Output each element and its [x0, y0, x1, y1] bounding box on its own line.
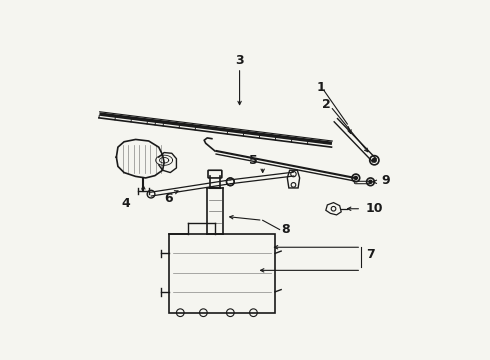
Text: 2: 2 [322, 98, 331, 111]
Text: 8: 8 [281, 223, 290, 236]
Circle shape [354, 176, 357, 180]
Circle shape [372, 158, 376, 162]
Text: 6: 6 [165, 192, 173, 205]
Text: 4: 4 [121, 197, 130, 210]
Text: 5: 5 [249, 154, 258, 167]
Circle shape [369, 180, 372, 183]
Text: 1: 1 [317, 81, 325, 94]
Text: 9: 9 [382, 174, 390, 187]
Text: 7: 7 [366, 248, 375, 261]
Text: 3: 3 [235, 54, 244, 67]
Text: 10: 10 [366, 202, 383, 215]
